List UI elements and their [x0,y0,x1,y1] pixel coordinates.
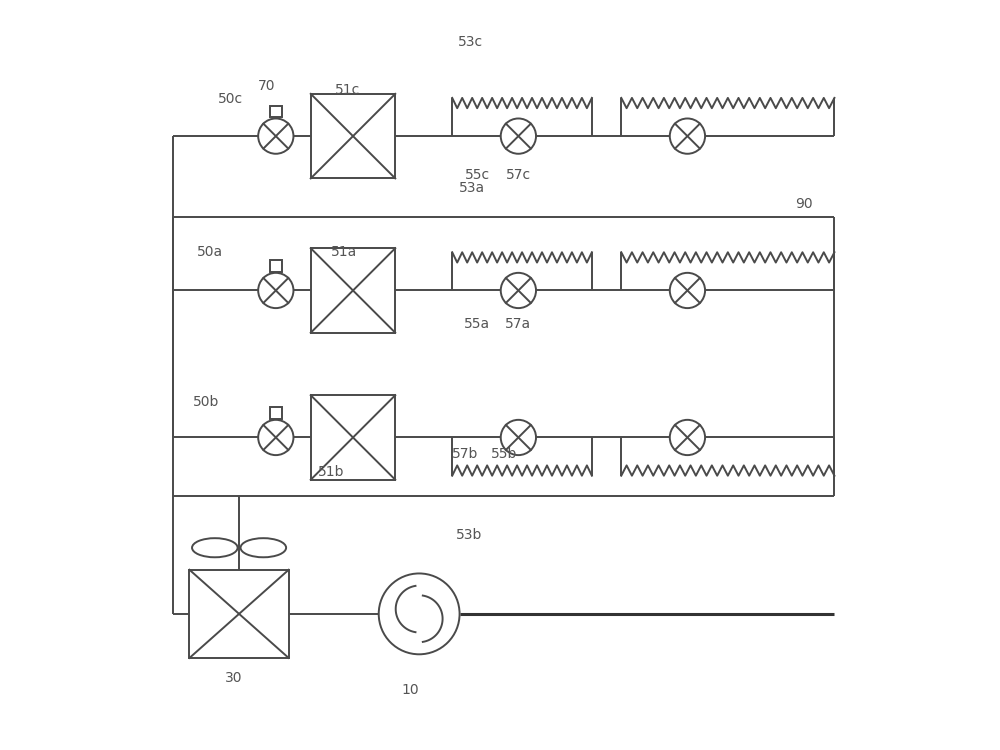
Text: 53c: 53c [458,35,483,49]
Text: 55b: 55b [490,447,517,460]
Text: 10: 10 [402,682,419,697]
Text: 57b: 57b [452,447,479,460]
Text: 90: 90 [795,197,812,211]
Bar [270,260,282,272]
Text: 55a: 55a [464,316,490,331]
Bar [311,94,395,178]
Bar [311,248,395,333]
Text: 51c: 51c [334,82,360,97]
Bar [270,106,282,117]
Text: 51a: 51a [331,244,357,259]
Text: 53b: 53b [456,528,482,542]
Text: 50b: 50b [193,395,219,410]
Text: 55c: 55c [465,168,490,182]
Text: 53a: 53a [459,181,485,194]
Text: 30: 30 [225,670,243,685]
Text: 51b: 51b [318,465,344,479]
Bar [311,395,395,480]
Bar [270,407,282,419]
Text: 70: 70 [258,80,276,93]
Text: 50a: 50a [197,244,223,259]
Bar [189,570,289,658]
Text: 57a: 57a [505,316,531,331]
Text: 57c: 57c [506,168,531,182]
Text: 50c: 50c [218,92,243,106]
